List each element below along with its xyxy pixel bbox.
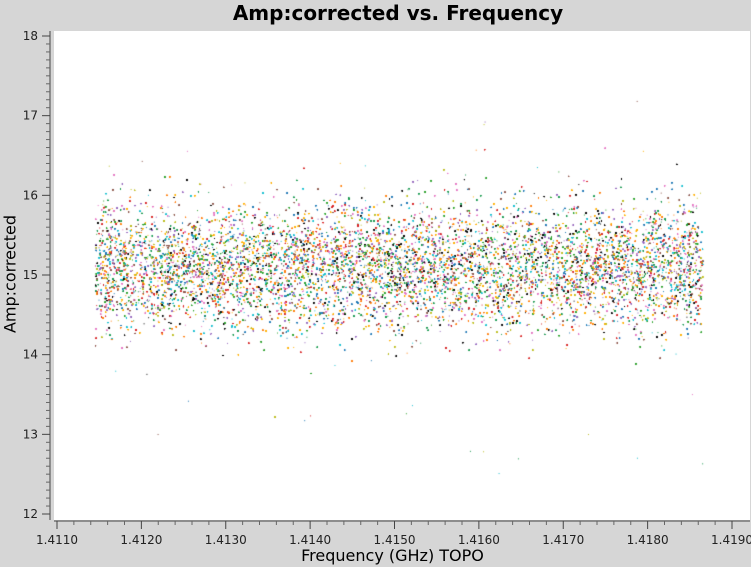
y-tick-label: 12: [23, 507, 38, 521]
x-tick-label: 1.4110: [36, 533, 78, 547]
x-tick-label: 1.4120: [120, 533, 162, 547]
y-tick-label: 15: [23, 268, 38, 282]
x-tick-label: 1.4130: [205, 533, 247, 547]
x-tick-label: 1.4190: [711, 533, 751, 547]
y-tick-label: 17: [23, 109, 38, 123]
y-axis-ticks: 12 13 14 15 16 17 18: [23, 29, 50, 521]
scatter-points: [54, 31, 750, 520]
y-axis-label: Amp:corrected: [1, 215, 20, 333]
y-tick-label: 18: [23, 29, 38, 43]
x-tick-label: 1.4140: [289, 533, 331, 547]
x-tick-label: 1.4150: [374, 533, 416, 547]
y-tick-label: 14: [23, 348, 38, 362]
x-tick-label: 1.4160: [458, 533, 500, 547]
x-tick-label: 1.4170: [542, 533, 584, 547]
x-axis-label: Frequency (GHz) TOPO: [0, 546, 751, 565]
x-tick-label: 1.4180: [627, 533, 669, 547]
x-axis-ticks: 1.4110 1.4120 1.4130 1.4140 1.4150 1.4160 1.41…: [36, 521, 751, 547]
y-tick-label: 13: [23, 427, 38, 441]
y-tick-label: 16: [23, 188, 38, 202]
